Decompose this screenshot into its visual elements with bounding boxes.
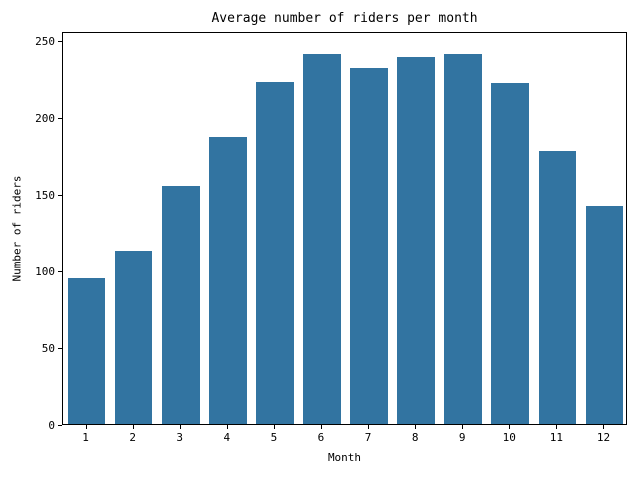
x-tick-label: 7 xyxy=(364,431,372,444)
x-tick-mark xyxy=(509,425,511,429)
x-tick-label: 9 xyxy=(458,431,466,444)
bar-month-4 xyxy=(208,136,247,424)
y-tick-mark xyxy=(58,194,62,196)
y-tick-mark xyxy=(58,348,62,350)
bar-month-9 xyxy=(444,54,483,424)
x-tick-label: 8 xyxy=(411,431,419,444)
x-tick-label: 3 xyxy=(176,431,184,444)
x-tick-mark xyxy=(603,425,605,429)
x-tick-mark xyxy=(320,425,322,429)
x-tick-mark xyxy=(415,425,417,429)
bar-month-3 xyxy=(161,186,200,424)
x-tick-label: 11 xyxy=(549,431,563,444)
y-tick-mark xyxy=(58,117,62,119)
y-tick-mark xyxy=(58,41,62,43)
bar-month-6 xyxy=(303,54,341,424)
y-tick-mark xyxy=(58,425,62,426)
y-tick-label: 50 xyxy=(41,342,55,356)
x-tick-mark xyxy=(85,425,87,429)
x-tick-mark xyxy=(179,425,181,429)
bar-month-7 xyxy=(350,67,388,424)
x-tick-mark xyxy=(226,425,228,429)
y-tick-label: 100 xyxy=(35,265,55,279)
x-tick-label: 1 xyxy=(82,431,89,444)
chart-title: Average number of riders per month xyxy=(211,11,478,26)
x-tick-mark xyxy=(368,425,370,429)
x-tick-label: 5 xyxy=(270,431,278,444)
bar-month-10 xyxy=(491,83,530,424)
y-tick-mark xyxy=(58,271,62,273)
x-tick-mark xyxy=(556,425,558,429)
y-tick-label: 250 xyxy=(35,35,55,49)
y-tick-label: 200 xyxy=(35,111,55,125)
x-tick-label: 4 xyxy=(223,431,231,444)
y-tick-label: 150 xyxy=(35,188,55,202)
bar-month-12 xyxy=(585,206,624,424)
x-tick-mark xyxy=(273,425,275,429)
plot-area xyxy=(62,32,627,425)
x-tick-label: 12 xyxy=(596,431,611,444)
bar-month-1 xyxy=(67,278,106,424)
x-axis-label: Month xyxy=(327,451,362,464)
bar-month-11 xyxy=(538,150,577,424)
x-tick-label: 2 xyxy=(129,431,136,444)
bar-month-2 xyxy=(114,250,153,424)
x-tick-label: 6 xyxy=(317,431,325,444)
x-tick-label: 10 xyxy=(502,431,516,444)
bar-month-8 xyxy=(397,57,435,424)
x-tick-mark xyxy=(132,425,134,429)
x-tick-mark xyxy=(462,425,464,429)
bar-month-5 xyxy=(256,81,294,424)
y-tick-label: 0 xyxy=(48,419,55,432)
